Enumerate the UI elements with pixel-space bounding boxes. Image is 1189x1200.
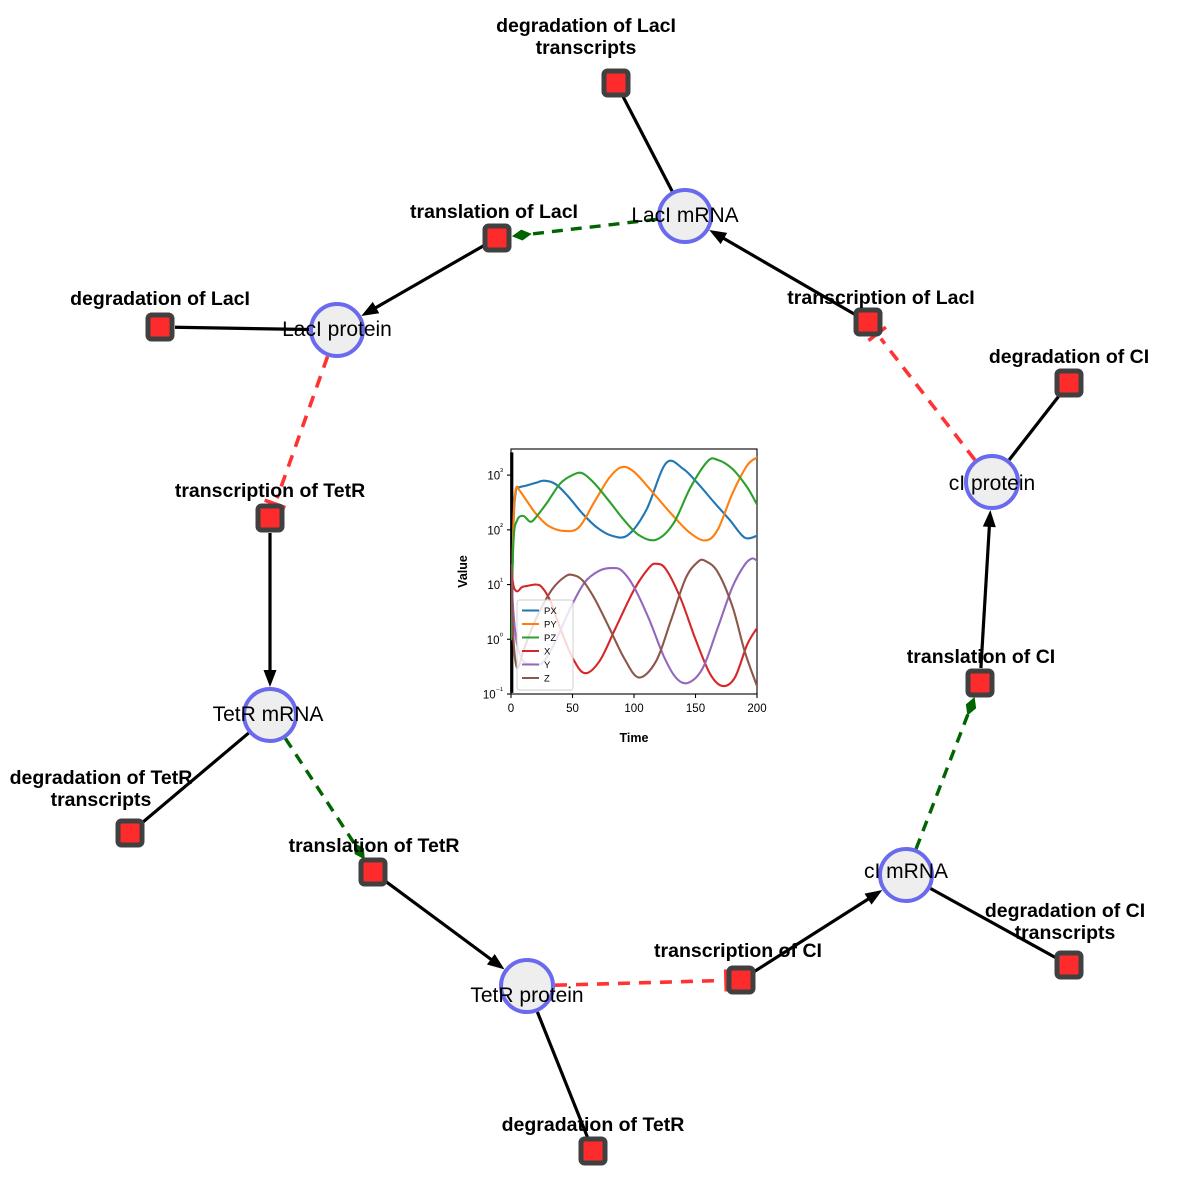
timecourse-chart-inset: 0 50 100 150 200 10⁻¹ 10⁰ 10¹ 10² 10³ Time Value PX…	[452, 437, 772, 751]
arrowhead-tee	[723, 969, 729, 992]
edge-plain	[752, 890, 883, 974]
arrowhead-diamond	[353, 842, 365, 860]
chart-ytick-2: 10¹	[487, 576, 503, 592]
chart-ytick-0: 10⁻¹	[483, 686, 503, 702]
chart-legend-label-X: X	[544, 646, 551, 657]
arrowhead-triangle	[709, 230, 728, 245]
chart-axes-layer: 0 50 100 150 200 10⁻¹ 10⁰ 10¹ 10² 10³ Time Value	[456, 467, 767, 745]
arrowhead-triangle	[864, 890, 883, 905]
chart-legend-label-Y: Y	[544, 660, 551, 671]
chart-xtick-2: 100	[624, 703, 643, 715]
arrowhead-diamond	[511, 229, 532, 241]
chart-legend-label-PY: PY	[544, 619, 557, 630]
edge-plain	[621, 95, 674, 192]
edge-plain	[384, 879, 505, 970]
arrowhead-triangle	[982, 509, 996, 528]
reaction-node-transcription_laci[interactable]	[853, 307, 883, 337]
reaction-node-transcription_tetr[interactable]	[255, 503, 285, 533]
chart-series-PZ	[511, 457, 757, 641]
chart-legend-label-PX: PX	[544, 606, 557, 617]
edge-plain	[709, 230, 856, 316]
chart-xtick-4: 200	[747, 703, 766, 715]
reaction-node-deg_ci_transcripts[interactable]	[1054, 950, 1084, 980]
reaction-node-deg_laci_transcripts[interactable]	[601, 68, 631, 98]
reaction-node-translation_tetr[interactable]	[358, 857, 388, 887]
edge-inhibition	[554, 969, 729, 992]
chart-xtick-3: 150	[686, 703, 705, 715]
chart-ytick-4: 10³	[487, 467, 503, 483]
reaction-node-deg_tetr[interactable]	[578, 1136, 608, 1166]
edge-plain	[361, 244, 485, 317]
edge-plain	[263, 533, 277, 687]
chart-xtick-0: 0	[508, 703, 514, 715]
chart-legend-label-Z: Z	[544, 673, 550, 684]
edge-activation	[914, 696, 977, 850]
chart-xlabel: Time	[620, 731, 649, 745]
edge-inhibition	[264, 355, 330, 510]
chart-legend-label-PZ: PZ	[544, 633, 556, 644]
edge-inhibition	[867, 325, 977, 461]
species-node-laci_mrna[interactable]	[657, 188, 713, 244]
chart-series-X	[511, 562, 757, 688]
reaction-node-translation_ci[interactable]	[965, 668, 995, 698]
reaction-node-transcription_ci[interactable]	[726, 965, 756, 995]
species-node-ci_mrna[interactable]	[878, 847, 934, 903]
arrowhead-triangle	[486, 954, 505, 970]
edge-activation	[511, 217, 658, 241]
chart-legend-box	[516, 599, 574, 691]
chart-ytick-1: 10⁰	[487, 631, 504, 647]
reaction-node-deg_ci[interactable]	[1054, 368, 1084, 398]
chart-xtick-1: 50	[566, 703, 579, 715]
chart-ytick-3: 10²	[487, 521, 503, 537]
arrowhead-diamond	[965, 696, 977, 716]
chart-series-PX	[511, 459, 757, 641]
chart-series-PY	[511, 456, 757, 641]
chart-legend: PX PY PZ XYZ	[516, 599, 574, 691]
reaction-node-deg_tetr_transcripts[interactable]	[115, 818, 145, 848]
chart-ylabel: Value	[456, 555, 470, 588]
species-node-laci_protein[interactable]	[309, 302, 365, 358]
edge-layer	[140, 95, 1062, 1138]
edge-plain	[140, 731, 250, 825]
reaction-node-deg_laci[interactable]	[145, 312, 175, 342]
edge-activation	[283, 737, 365, 860]
edge-plain	[174, 325, 310, 332]
species-node-tetr_mrna[interactable]	[242, 687, 298, 743]
edge-plain	[929, 887, 1057, 960]
node-layer	[115, 68, 1084, 1166]
species-node-tetr_protein[interactable]	[499, 958, 555, 1014]
edge-plain	[979, 509, 996, 669]
arrowhead-triangle	[263, 670, 277, 687]
reaction-node-translation_laci[interactable]	[482, 223, 512, 253]
timecourse-chart: 0 50 100 150 200 10⁻¹ 10⁰ 10¹ 10² 10³ Time Value PX…	[456, 448, 767, 745]
edge-plain	[1007, 393, 1062, 461]
edge-plain	[535, 1011, 589, 1138]
species-node-ci_protein[interactable]	[964, 454, 1020, 510]
arrowhead-triangle	[361, 301, 380, 317]
